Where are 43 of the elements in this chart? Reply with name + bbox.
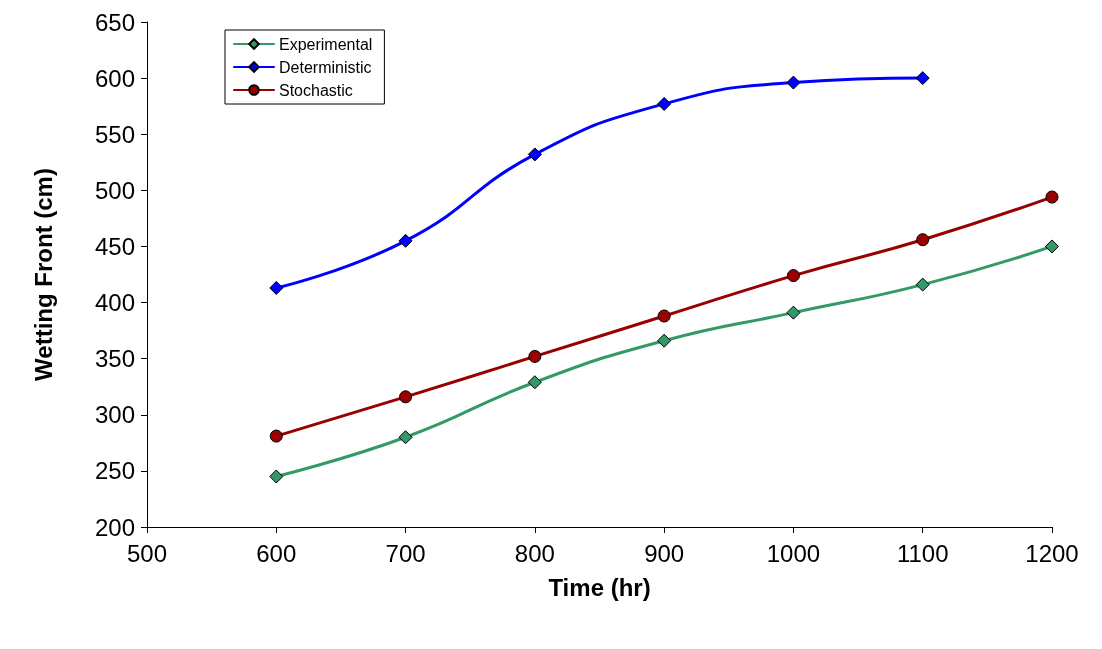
point	[528, 349, 542, 363]
x-tick-label: 900	[644, 539, 685, 567]
point	[916, 233, 930, 247]
point	[527, 375, 542, 390]
point	[269, 429, 283, 443]
x-tick-label: 500	[126, 539, 168, 567]
y-tick-label: 600	[94, 64, 135, 92]
x-tick-label: 1100	[896, 539, 949, 567]
y-tick-label: 300	[94, 401, 135, 429]
point	[398, 430, 413, 445]
point	[786, 269, 800, 283]
point	[269, 469, 284, 484]
legend-label: Experimental	[279, 35, 373, 53]
y-tick-label: 650	[94, 8, 135, 36]
x-tick-label: 800	[514, 539, 555, 567]
point	[657, 96, 672, 111]
legend-label: Deterministic	[279, 58, 372, 76]
point	[915, 71, 930, 86]
y-tick-label: 350	[94, 345, 135, 373]
x-tick-label: 600	[256, 539, 297, 567]
point	[1045, 190, 1059, 204]
point	[915, 277, 930, 292]
legend-label: Stochastic	[279, 81, 353, 99]
point	[398, 233, 413, 248]
x-tick-label: 1200	[1025, 539, 1079, 567]
point	[786, 75, 801, 90]
y-tick-label: 250	[94, 457, 135, 485]
point	[786, 305, 801, 320]
y-axis-title: Wetting Front (cm)	[29, 168, 57, 381]
y-tick-label: 450	[94, 232, 135, 260]
y-tick-label: 550	[94, 120, 135, 148]
point	[399, 390, 413, 404]
x-tick-label: 1000	[766, 539, 821, 567]
y-tick-label: 200	[94, 513, 135, 541]
point	[657, 309, 671, 323]
point	[269, 280, 284, 295]
x-tick-label: 700	[385, 539, 426, 567]
x-axis-title: Time (hr)	[548, 573, 651, 601]
y-tick-label: 400	[94, 289, 135, 317]
point	[1045, 239, 1059, 254]
point	[657, 333, 672, 348]
y-tick-label: 500	[94, 176, 135, 204]
point	[527, 147, 542, 162]
